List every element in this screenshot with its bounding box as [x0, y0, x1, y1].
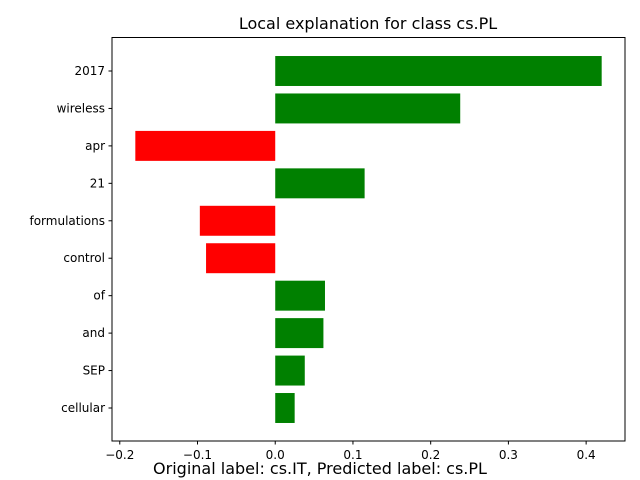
bar-cellular [275, 393, 295, 423]
chart-title: Local explanation for class cs.PL [239, 14, 497, 33]
bar-21 [275, 168, 365, 199]
x-tick-label: 0.2 [421, 448, 440, 462]
plot-frame [111, 37, 626, 442]
y-ticks-group: 2017 wireless apr 21 formulations control of an… [29, 64, 112, 415]
x-tick-label: −0.1 [183, 448, 212, 462]
x-ticks-group: −0.2 −0.1 0.0 0.1 0.2 0.3 0.4 [105, 441, 596, 462]
y-tick-label: cellular [61, 401, 105, 415]
x-tick-label: 0.0 [266, 448, 285, 462]
x-tick-label: 0.1 [343, 448, 362, 462]
y-tick-label: apr [85, 139, 105, 153]
y-tick-label: wireless [57, 101, 105, 115]
bar-control [206, 243, 276, 274]
prediction-caption: Original label: cs.IT, Predicted label: … [153, 459, 487, 478]
bars-group [135, 56, 602, 423]
bar-and [275, 318, 324, 349]
y-tick-label: and [82, 326, 105, 340]
x-tick-label: −0.2 [105, 448, 134, 462]
bar-sep [275, 355, 305, 386]
bar-2017 [275, 56, 602, 86]
y-tick-label: control [63, 251, 105, 265]
y-tick-label: 21 [90, 176, 105, 190]
bar-of [275, 280, 325, 311]
bar-formulations [199, 205, 276, 236]
bar-wireless [275, 93, 461, 124]
y-tick-label: of [93, 289, 105, 303]
x-tick-label: 0.3 [499, 448, 518, 462]
x-tick-label: 0.4 [577, 448, 596, 462]
bar-apr [135, 130, 276, 161]
y-tick-label: formulations [29, 214, 105, 228]
y-tick-label: SEP [83, 364, 105, 378]
y-tick-label: 2017 [74, 64, 105, 78]
